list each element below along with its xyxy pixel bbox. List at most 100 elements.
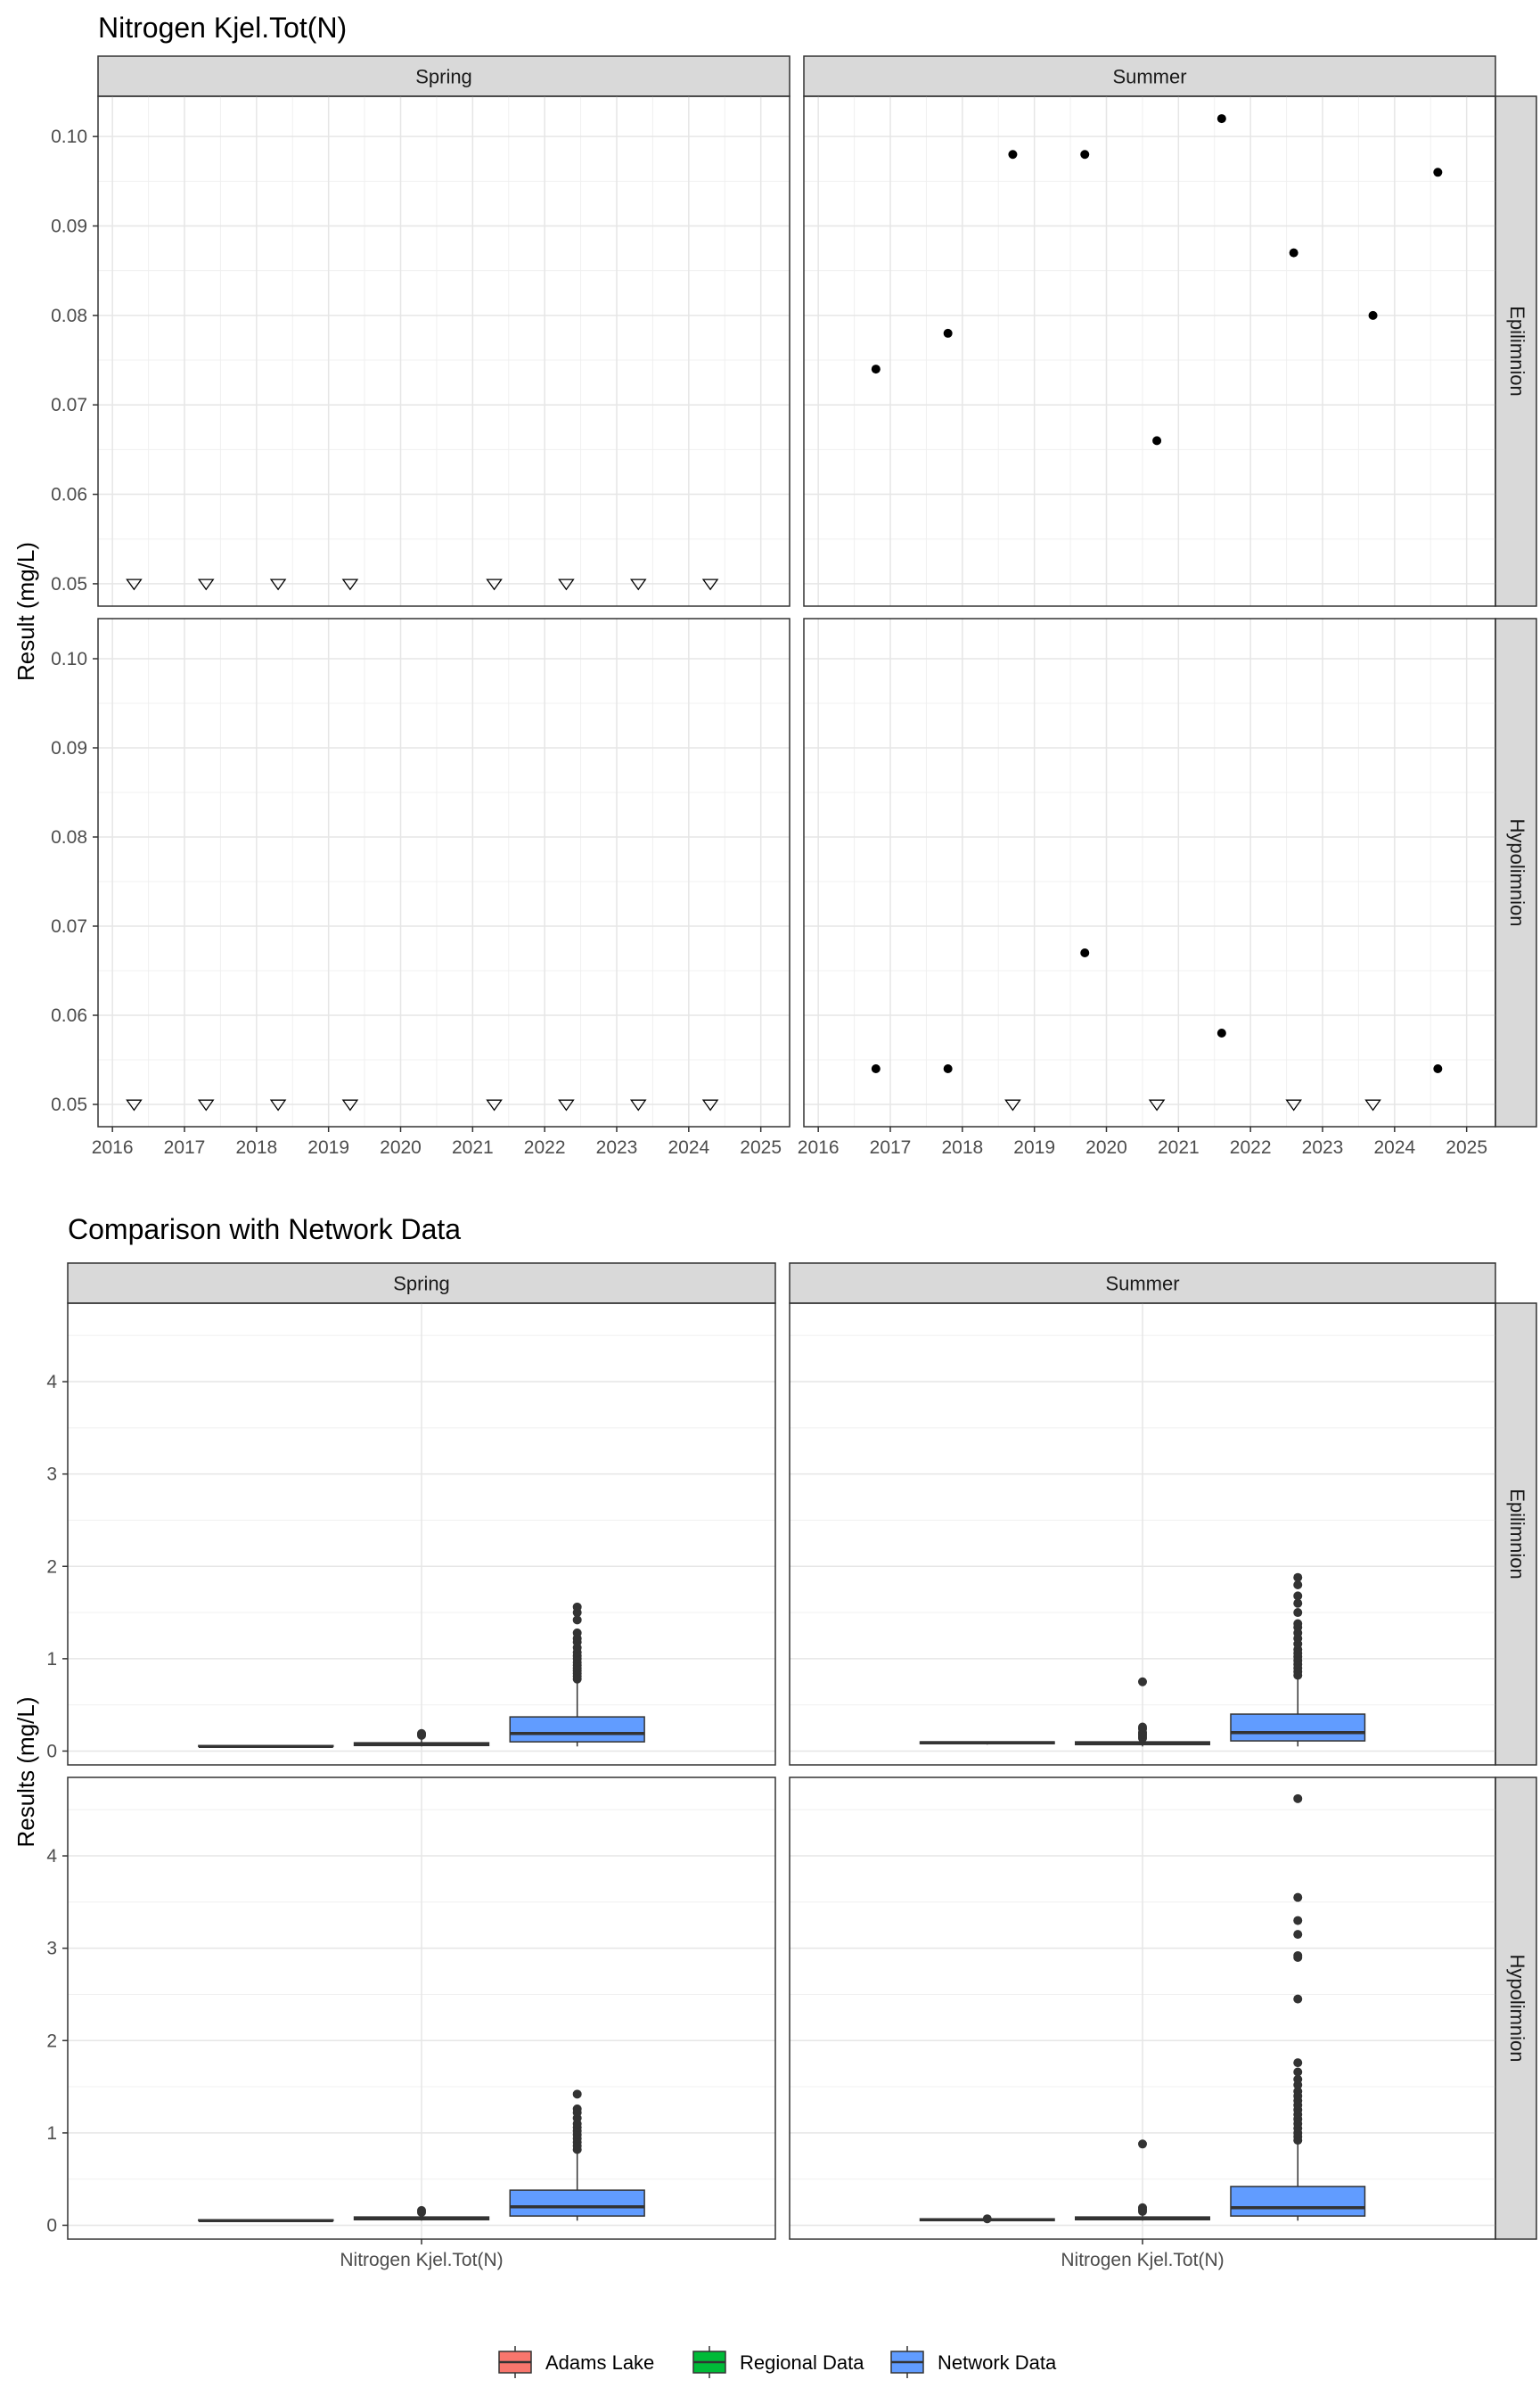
below-detection-marker: [558, 578, 575, 591]
box-adams-lake: [919, 1741, 1055, 1745]
data-point: [1433, 168, 1443, 177]
data-point: [1080, 948, 1090, 957]
outlier-point: [1293, 2074, 1303, 2084]
box-network-data: [509, 2089, 645, 2221]
data-point: [1216, 1029, 1226, 1038]
chart2-row-strip-epilimnion: [1495, 1302, 1537, 1766]
y-tick-label: 0.07: [51, 916, 87, 937]
panel-border: [67, 1302, 776, 1766]
y-tick-label: 0.09: [51, 738, 87, 759]
box-regional-data: [353, 1728, 490, 1747]
legend-entry-network-data: Network Data: [890, 2346, 1057, 2378]
chart1-y-axis-label: Result (mg/L): [12, 542, 39, 681]
chart2-row-strip-label-hypolimnion: Hypolimnion: [1506, 1954, 1528, 2062]
x-tick-label: 2020: [1085, 1137, 1127, 1158]
y-tick-label: 0.10: [51, 127, 87, 147]
data-point: [1008, 150, 1018, 160]
outlier-point: [1138, 1677, 1147, 1686]
box-regional-data: [1075, 2139, 1210, 2221]
outlier-point: [1138, 1722, 1147, 1732]
box-network-data: [1230, 1572, 1366, 1747]
outlier-point: [1293, 1916, 1303, 1925]
outlier-point: [1293, 1994, 1303, 2004]
below-detection-marker: [126, 1099, 143, 1112]
panel-border: [97, 618, 790, 1128]
y-tick-label: 0.06: [51, 485, 87, 505]
outlier-point: [572, 1615, 582, 1625]
panel-border: [789, 1302, 1496, 1766]
chart2-strip-spring: [67, 1262, 776, 1304]
box-adams-lake: [198, 1744, 334, 1749]
data-point: [1289, 248, 1298, 258]
x-tick-label: 2025: [740, 1137, 782, 1158]
chart1-row-strip-label-hypolimnion: Hypolimnion: [1506, 818, 1528, 926]
chart1-row-strip-epilimnion: [1495, 95, 1537, 607]
legend-label: Network Data: [938, 2351, 1057, 2374]
data-point: [871, 1064, 881, 1073]
chart2-panel-spring-hypolimnion: 0 1 2 3 4 Nitrogen Kjel.Tot(N): [46, 1776, 776, 2270]
chart1-panel-summer-epilimnion: [803, 95, 1496, 607]
x-tick-label: 2021: [452, 1137, 494, 1158]
x-tick-label: Nitrogen Kjel.Tot(N): [340, 2250, 503, 2270]
box-regional-data: [1075, 1677, 1210, 1747]
box-network-data: [1230, 1793, 1366, 2221]
outlier-point: [1138, 2139, 1147, 2149]
below-detection-marker: [1148, 1099, 1166, 1112]
outlier-point: [572, 1602, 582, 1612]
legend-label: Adams Lake: [545, 2351, 654, 2374]
outlier-point: [572, 2089, 582, 2099]
y-tick-label: 3: [46, 1465, 57, 1485]
y-tick-label: 3: [46, 1939, 57, 1959]
chart2-panel-summer-epilimnion: [789, 1302, 1496, 1766]
chart1-row-strip-label-epilimnion: Epilimnion: [1506, 306, 1528, 397]
box-regional-data: [353, 2205, 490, 2221]
y-tick-label: 2: [46, 2031, 57, 2051]
box-iqr: [509, 2189, 645, 2217]
y-tick-label: 0: [46, 1741, 57, 1761]
legend: Adams Lake Regional Data Network Data: [498, 2346, 1057, 2378]
below-detection-marker: [701, 578, 719, 591]
data-point: [943, 328, 953, 338]
legend-entry-regional-data: Regional Data: [692, 2346, 864, 2378]
x-tick-label: 2023: [1302, 1137, 1344, 1158]
x-tick-label: Nitrogen Kjel.Tot(N): [1061, 2250, 1224, 2270]
data-point: [1433, 1064, 1443, 1073]
data-point: [1368, 310, 1378, 320]
y-tick-label: 0.10: [51, 649, 87, 669]
below-detection-marker: [486, 578, 503, 591]
data-point: [1216, 114, 1226, 124]
outlier-point: [1293, 1950, 1303, 1960]
x-tick-label: 2021: [1158, 1137, 1200, 1158]
outlier-point: [1293, 1598, 1303, 1608]
outlier-point: [1293, 1572, 1303, 1582]
y-tick-label: 0.06: [51, 1005, 87, 1026]
y-tick-label: 4: [46, 1372, 57, 1392]
outlier-point: [1293, 1930, 1303, 1940]
box-iqr: [1230, 1713, 1366, 1742]
box-network-data: [509, 1602, 645, 1747]
outlier-point: [982, 2214, 992, 2224]
data-point: [943, 1064, 953, 1073]
outlier-point: [1293, 2058, 1303, 2068]
outlier-point: [572, 1628, 582, 1637]
y-tick-label: 0.08: [51, 306, 87, 326]
below-detection-marker: [1004, 1099, 1021, 1112]
x-tick-label: 2018: [235, 1137, 277, 1158]
outlier-point: [1293, 1619, 1303, 1629]
box-iqr: [1230, 2186, 1366, 2217]
y-tick-label: 0.09: [51, 217, 87, 237]
panel-border: [803, 95, 1496, 607]
outlier-point: [417, 2205, 426, 2215]
below-detection-marker: [197, 578, 215, 591]
below-detection-marker: [126, 578, 143, 591]
outlier-point: [1293, 1580, 1303, 1589]
x-tick-label: 2024: [668, 1137, 709, 1158]
chart2-panel-summer-hypolimnion: Nitrogen Kjel.Tot(N): [789, 1776, 1496, 2270]
chart1-panel-summer-hypolimnion: 2016 2017 2018 2019 2020 2021 2022 2023 2024 2025: [798, 618, 1496, 1158]
below-detection-marker: [629, 578, 647, 591]
y-tick-label: 2: [46, 1556, 57, 1577]
outlier-point: [1293, 1892, 1303, 1902]
below-detection-marker: [269, 1099, 287, 1112]
x-tick-label: 2017: [164, 1137, 206, 1158]
